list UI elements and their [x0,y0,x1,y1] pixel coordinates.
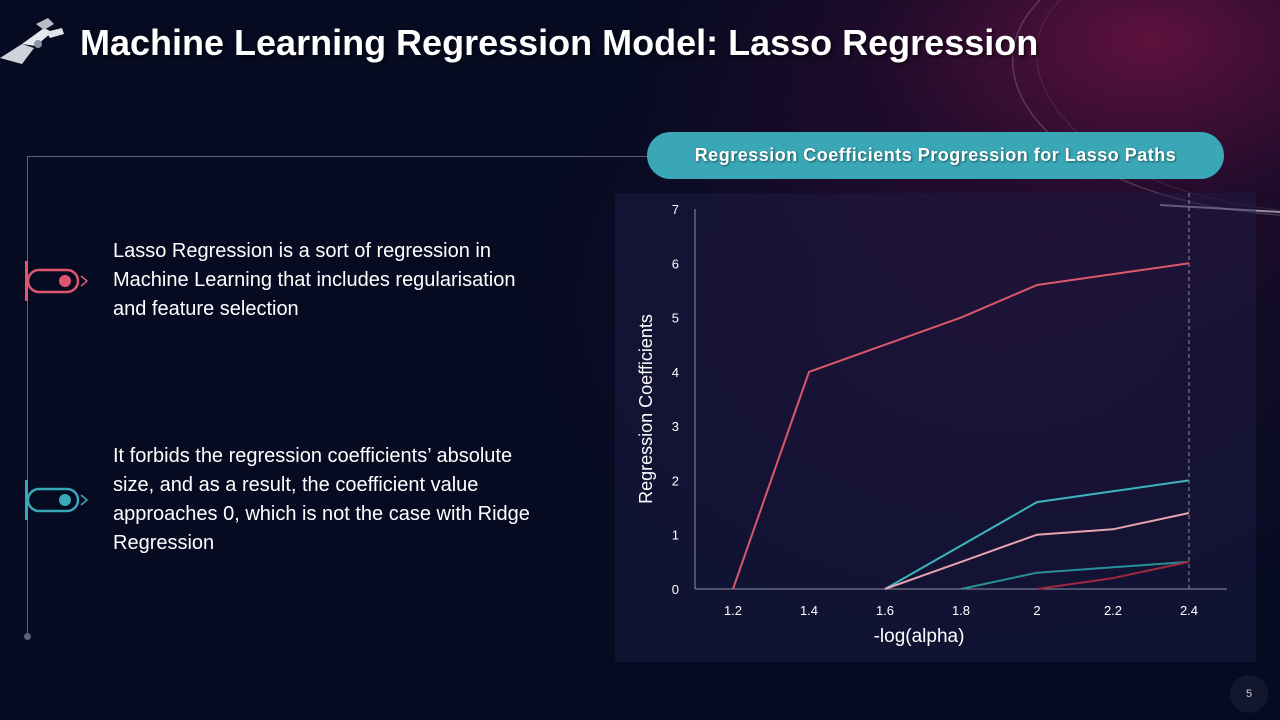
bullet-marker-pink-icon [25,261,89,301]
x-tick-label: 2.2 [1104,603,1122,618]
y-tick-label: 3 [672,419,679,434]
y-tick-label: 2 [672,473,679,488]
x-tick-label: 1.8 [952,603,970,618]
bullet-text-1: Lasso Regression is a sort of regression… [113,240,516,320]
y-tick-label: 6 [672,256,679,271]
lasso-path-chart: 0 1 2 3 4 5 6 7 1.2 1.4 1.6 1.8 2 2.2 2.4 -log(alpha) Re… [636,193,1227,647]
bullet-marker-teal-icon [25,480,89,520]
bullet-text-2: It forbids the regression coefficients’ … [113,445,530,554]
chart-panel [615,193,1256,662]
y-tick-label: 0 [672,582,679,597]
connector-end-dot [24,633,31,640]
y-tick-label: 4 [672,365,679,380]
robot-hand-icon [0,18,64,64]
x-axis-label: -log(alpha) [874,626,965,647]
x-tick-label: 1.2 [724,603,742,618]
page-number: 5 [1245,688,1253,700]
slide-title: Machine Learning Regression Model: Lasso… [80,22,1039,63]
y-tick-label: 7 [672,202,679,217]
chart-title: Regression Coefficients Progression for … [694,145,1177,165]
page-number-badge: 5 [1230,675,1268,713]
connector-line-top [27,156,657,157]
connector-line-vertical [27,156,28,636]
chart-title-pill: Regression Coefficients Progression for … [647,132,1224,179]
series-line-4 [960,560,1190,590]
x-tick-label: 2 [1033,603,1040,618]
series-line-5 [1036,560,1190,590]
x-tick-label: 1.4 [800,603,818,618]
series-line-3 [884,512,1190,590]
x-tick-label: 2.4 [1180,603,1198,618]
decorative-swoosh [1011,0,1280,216]
y-tick-label: 1 [672,528,679,543]
y-axis-label: Regression Coefficients [636,314,656,504]
x-tick-label: 1.6 [876,603,894,618]
series-line-1 [732,262,1190,590]
y-tick-label: 5 [672,311,679,326]
series-line-2 [884,479,1190,590]
